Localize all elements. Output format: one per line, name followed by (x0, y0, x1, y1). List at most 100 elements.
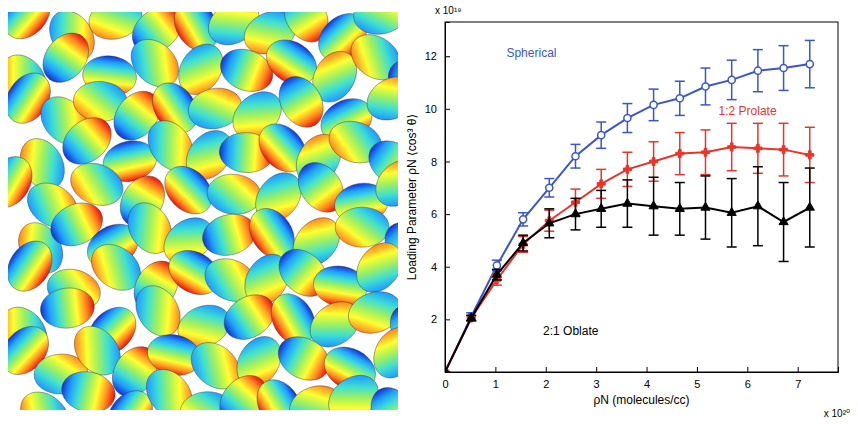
error-bar (622, 180, 632, 227)
x-axis: 01234567 (442, 367, 838, 390)
y-tick-mark (445, 161, 450, 162)
data-point (701, 202, 710, 210)
error-bar (779, 183, 789, 262)
x-tick-label: 1 (493, 378, 499, 390)
error-bar (544, 209, 554, 238)
x-tick-label: 3 (594, 378, 600, 390)
x-axis-title: ρN (molecules/cc) (593, 393, 689, 407)
y-tick-mark (445, 319, 450, 320)
data-point (728, 76, 735, 83)
error-bar-cap (805, 246, 815, 248)
error-bar (675, 183, 685, 236)
error-bar (727, 60, 737, 99)
y-axis-title: Loading Parameter ρN ⟨cos³ θ⟩ (405, 114, 419, 280)
plot-area (445, 40, 815, 372)
error-bar (700, 130, 710, 175)
error-bar-cap (622, 103, 632, 105)
error-bar-cap (779, 175, 789, 177)
x-tick: 6 (745, 367, 751, 390)
error-bar-cap (596, 190, 606, 192)
error-bar-cap (805, 127, 815, 129)
error-bar (700, 176, 710, 239)
data-point (572, 153, 579, 160)
error-bar (675, 81, 685, 115)
y-axis-line (446, 23, 451, 373)
series (445, 167, 815, 372)
error-bar-cap (700, 238, 710, 240)
error-bar-cap (544, 237, 554, 239)
y-tick-mark (445, 214, 450, 215)
error-bar-cap (675, 132, 685, 134)
x-tick-label: 4 (644, 378, 650, 390)
error-bar-cap (753, 245, 763, 247)
error-bar (518, 213, 528, 226)
y-tick-label: 2 (431, 313, 437, 325)
x-tick-mark (546, 367, 547, 372)
error-bar-cap (753, 49, 763, 51)
y-tick-label: 10 (425, 103, 437, 115)
data-point (445, 367, 450, 372)
error-bar-cap (544, 178, 554, 180)
data-point (623, 165, 631, 173)
y-tick: 2 (431, 313, 450, 325)
data-point (676, 95, 683, 102)
error-bar (596, 190, 606, 227)
error-bar-cap (727, 246, 737, 248)
error-bar-cap (700, 129, 710, 131)
error-bar-cap (492, 284, 502, 286)
particle (38, 285, 96, 331)
error-bar-cap (518, 212, 528, 214)
error-bar-cap (596, 227, 606, 229)
x-tick: 4 (644, 367, 650, 390)
error-bar-cap (596, 148, 606, 150)
error-bar-cap (700, 67, 710, 69)
error-bar (805, 40, 815, 87)
data-point (650, 157, 658, 165)
data-point (753, 201, 762, 209)
data-point (780, 146, 788, 154)
series (445, 123, 815, 372)
x-tick-mark (798, 367, 799, 372)
series-label: 1:2 Prolate (719, 104, 777, 118)
data-point (598, 132, 605, 139)
particle (335, 207, 389, 247)
error-bar-cap (570, 188, 580, 190)
error-bar-cap (544, 196, 554, 198)
error-bar (596, 122, 606, 148)
error-bar-cap (570, 144, 580, 146)
error-bar (805, 168, 815, 247)
x-tick: 7 (795, 367, 801, 390)
data-point (597, 204, 606, 212)
x-tick-mark (647, 367, 648, 372)
data-point (780, 64, 787, 71)
error-bar-cap (675, 174, 685, 176)
data-point (701, 148, 709, 156)
error-bar-cap (675, 115, 685, 117)
data-point (754, 67, 761, 74)
error-bar (753, 167, 763, 246)
y-tick: 6 (431, 208, 450, 220)
data-point (623, 198, 632, 206)
error-bar-cap (622, 227, 632, 229)
y-tick-mark (445, 267, 450, 268)
data-point (545, 218, 554, 226)
error-bar-cap (570, 198, 580, 200)
particle (347, 234, 398, 301)
error-bar (779, 123, 789, 176)
data-point (805, 202, 814, 210)
error-bar-cap (518, 225, 528, 227)
error-bar-cap (622, 179, 632, 181)
figure: 0123456724681012ρN (molecules/cc)Loading… (0, 0, 858, 424)
x-tick-label: 6 (745, 378, 751, 390)
data-point (520, 216, 527, 223)
data-point (597, 180, 605, 188)
data-point (519, 238, 528, 246)
error-bar-cap (779, 182, 789, 184)
y-tick: 8 (431, 155, 450, 167)
x-tick-mark (697, 367, 698, 372)
error-bar-cap (727, 99, 737, 101)
error-bar-cap (649, 141, 659, 143)
particle (58, 367, 119, 410)
error-bar-cap (649, 88, 659, 90)
error-bar (727, 123, 737, 170)
